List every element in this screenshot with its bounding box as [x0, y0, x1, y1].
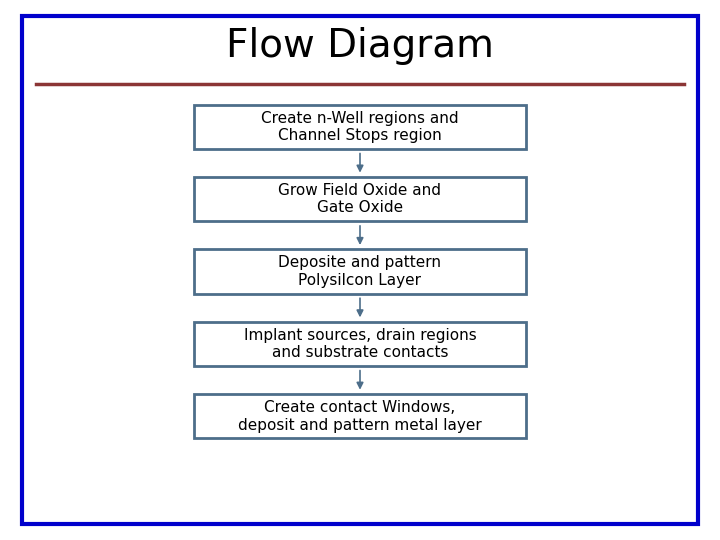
Bar	[194, 177, 526, 221]
Bar	[194, 249, 526, 294]
Bar	[194, 105, 526, 149]
Text: Deposite and pattern
Polysilcon Layer: Deposite and pattern Polysilcon Layer	[279, 255, 441, 288]
Bar	[194, 322, 526, 366]
Text: Flow Diagram: Flow Diagram	[226, 27, 494, 65]
Text: Create contact Windows,
deposit and pattern metal layer: Create contact Windows, deposit and patt…	[238, 400, 482, 433]
Text: Create n-Well regions and
Channel Stops region: Create n-Well regions and Channel Stops …	[261, 111, 459, 143]
Text: Implant sources, drain regions
and substrate contacts: Implant sources, drain regions and subst…	[243, 328, 477, 360]
Bar	[194, 394, 526, 438]
Text: Grow Field Oxide and
Gate Oxide: Grow Field Oxide and Gate Oxide	[279, 183, 441, 215]
